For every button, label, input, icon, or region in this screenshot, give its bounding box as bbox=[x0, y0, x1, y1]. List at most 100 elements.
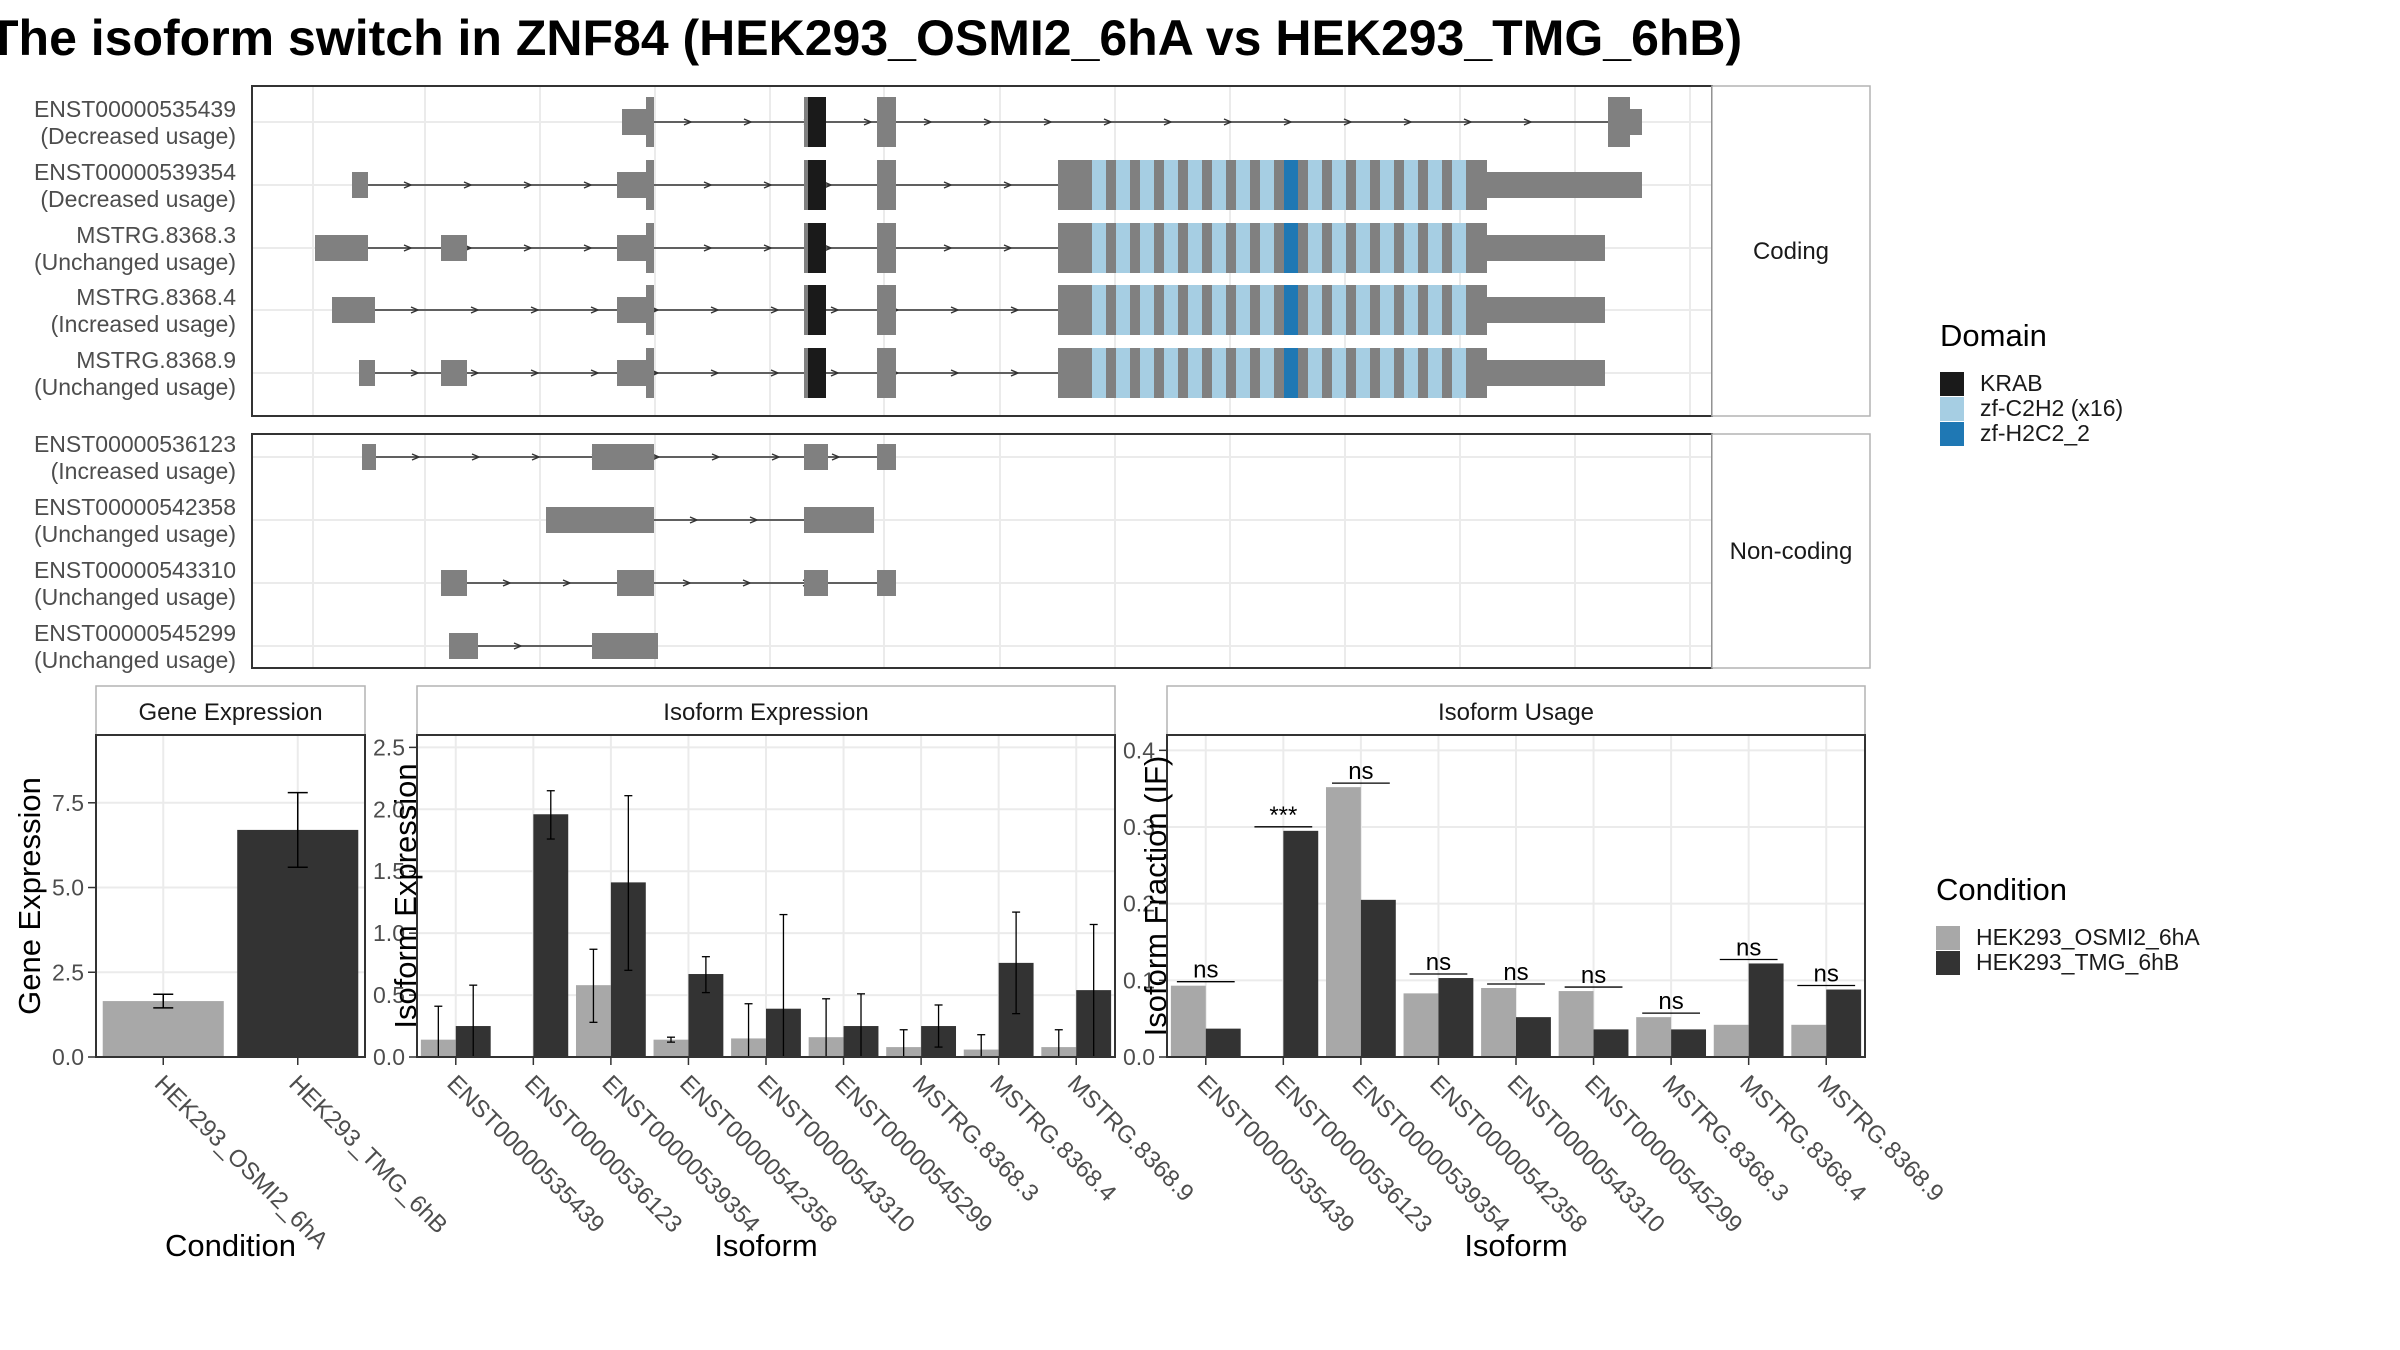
legend-label: HEK293_TMG_6hB bbox=[1976, 949, 2179, 975]
intron-arrow bbox=[943, 181, 953, 189]
y-tick-label: 0.4 bbox=[1123, 737, 1155, 763]
domain-zf-h2c2 bbox=[1284, 223, 1298, 273]
bar bbox=[1481, 988, 1516, 1057]
domain-zf-c2h2 bbox=[1092, 285, 1106, 335]
chart-title: Isoform Usage bbox=[1438, 699, 1594, 726]
domain-zf-c2h2 bbox=[1404, 160, 1418, 210]
intron-arrow bbox=[1003, 244, 1013, 252]
domain-zf-c2h2 bbox=[1380, 285, 1394, 335]
domain-zf-c2h2 bbox=[1428, 348, 1442, 398]
exon bbox=[441, 570, 467, 596]
domain-zf-c2h2 bbox=[1308, 223, 1322, 273]
exon bbox=[441, 235, 467, 261]
intron-arrow bbox=[689, 516, 699, 524]
y-axis-label: Gene Expression bbox=[12, 777, 47, 1015]
x-axis-label: Condition bbox=[165, 1228, 296, 1263]
y-tick-label: 2.5 bbox=[373, 734, 405, 760]
domain-zf-c2h2 bbox=[1452, 348, 1466, 398]
intron-arrow bbox=[411, 453, 421, 461]
legend-title: Domain bbox=[1940, 318, 2047, 353]
bar bbox=[1748, 963, 1784, 1057]
transcript-name: ENST00000545299 bbox=[34, 620, 236, 646]
y-tick-label: 0.0 bbox=[1123, 1044, 1155, 1070]
transcript-usage: (Unchanged usage) bbox=[34, 374, 236, 400]
domain-zf-c2h2 bbox=[1260, 348, 1274, 398]
intron-arrow bbox=[513, 642, 523, 650]
strip bbox=[1711, 433, 1871, 669]
y-tick-label: 0.1 bbox=[1123, 967, 1155, 993]
exon bbox=[622, 109, 648, 135]
domain-zf-c2h2 bbox=[1404, 223, 1418, 273]
transcript-name: ENST00000539354 bbox=[34, 159, 236, 185]
intron-arrow bbox=[749, 516, 759, 524]
bar bbox=[1360, 899, 1396, 1057]
intron-arrow bbox=[470, 306, 480, 314]
intron-arrow bbox=[1003, 181, 1013, 189]
intron-arrow bbox=[823, 181, 833, 189]
domain-zf-c2h2 bbox=[1332, 223, 1346, 273]
page-title: The isoform switch in ZNF84 (HEK293_OSMI… bbox=[0, 10, 1742, 66]
chart-strip bbox=[1166, 685, 1866, 736]
significance-label: ns bbox=[1658, 988, 1683, 1015]
chart-2: Isoform Usage 0.0 0.1 0.2 0.3 0.4 ns *** ns ns ns n… bbox=[1123, 685, 1949, 1263]
transcript-name: ENST00000542358 bbox=[34, 494, 236, 520]
domain-zf-c2h2 bbox=[1356, 223, 1370, 273]
transcript-name: MSTRG.8368.9 bbox=[76, 347, 236, 373]
domain-zf-c2h2 bbox=[1260, 160, 1274, 210]
domain-zf-c2h2 bbox=[1452, 285, 1466, 335]
transcript-name: MSTRG.8368.4 bbox=[76, 284, 236, 310]
domain-zf-c2h2 bbox=[1164, 160, 1178, 210]
exon bbox=[617, 297, 648, 323]
domain-zf-c2h2 bbox=[1212, 348, 1226, 398]
bar bbox=[1516, 1017, 1551, 1057]
intron-arrow bbox=[710, 306, 720, 314]
exon bbox=[449, 633, 478, 659]
domain-zf-c2h2 bbox=[1236, 160, 1250, 210]
domain-krab bbox=[808, 223, 826, 273]
intron-arrow bbox=[1523, 118, 1533, 126]
intron-arrow bbox=[823, 244, 833, 252]
domain-zf-c2h2 bbox=[1212, 223, 1226, 273]
exon bbox=[359, 360, 375, 386]
intron-arrow bbox=[830, 369, 840, 377]
exon bbox=[1487, 297, 1605, 323]
domain-krab bbox=[808, 285, 826, 335]
plot-border bbox=[95, 734, 366, 1058]
y-tick-label: 5.0 bbox=[52, 875, 84, 901]
intron-arrow bbox=[711, 453, 721, 461]
transcript-ENST00000543310: ENST00000543310(Unchanged usage) bbox=[34, 557, 896, 610]
chart-1: Isoform Expression0.00.51.01.52.02.5ENST… bbox=[373, 685, 1199, 1263]
significance-label: ns bbox=[1581, 962, 1606, 989]
intron-arrow bbox=[763, 181, 773, 189]
exon bbox=[617, 172, 648, 198]
intron-arrow bbox=[403, 181, 413, 189]
y-tick-label: 0.0 bbox=[373, 1044, 405, 1070]
domain-zf-c2h2 bbox=[1356, 160, 1370, 210]
domain-zf-h2c2 bbox=[1284, 285, 1298, 335]
domain-zf-c2h2 bbox=[1452, 160, 1466, 210]
exon bbox=[877, 285, 896, 335]
domain-zf-c2h2 bbox=[1140, 223, 1154, 273]
domain-krab bbox=[808, 160, 826, 210]
structure-panel-noncoding: ENST00000536123(Increased usage)ENST0000… bbox=[34, 431, 1871, 673]
transcript-usage: (Decreased usage) bbox=[40, 123, 236, 149]
transcript-MSTRG.8368.4: MSTRG.8368.4(Increased usage) bbox=[51, 284, 1605, 337]
significance-label: ns bbox=[1193, 957, 1218, 984]
domain-zf-c2h2 bbox=[1308, 348, 1322, 398]
intron-arrow bbox=[771, 453, 781, 461]
chart-strip bbox=[416, 685, 1116, 736]
strip-label: Non-coding bbox=[1730, 538, 1853, 565]
intron-arrow bbox=[703, 181, 713, 189]
exon bbox=[592, 633, 658, 659]
intron-arrow bbox=[770, 306, 780, 314]
domain-zf-c2h2 bbox=[1140, 285, 1154, 335]
intron-arrow bbox=[651, 453, 661, 461]
domain-zf-c2h2 bbox=[1452, 223, 1466, 273]
intron-arrow bbox=[682, 579, 692, 587]
domain-zf-c2h2 bbox=[1236, 223, 1250, 273]
intron-arrow bbox=[923, 118, 933, 126]
y-axis-label: Isoform Fraction (IF) bbox=[1138, 756, 1173, 1037]
legend-swatch bbox=[1936, 951, 1960, 975]
exon bbox=[877, 570, 896, 596]
